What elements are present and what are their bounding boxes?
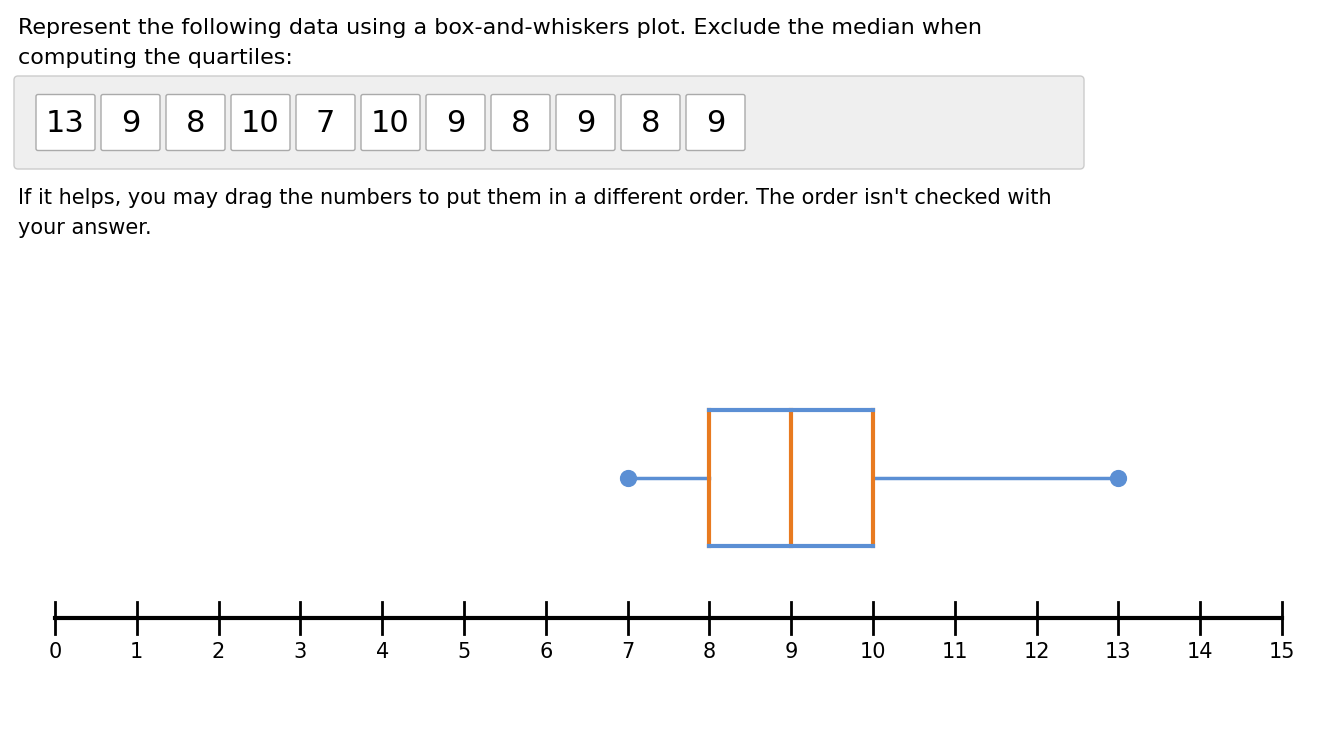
Text: 10: 10 [242, 109, 280, 138]
Text: 10: 10 [371, 109, 410, 138]
Text: 0: 0 [48, 642, 61, 662]
FancyBboxPatch shape [555, 94, 615, 150]
Point [1108, 472, 1129, 484]
Text: 1: 1 [131, 642, 143, 662]
Text: 13: 13 [47, 109, 85, 138]
FancyBboxPatch shape [13, 76, 1084, 169]
Text: computing the quartiles:: computing the quartiles: [17, 48, 292, 68]
Text: 3: 3 [294, 642, 307, 662]
FancyBboxPatch shape [621, 94, 680, 150]
Text: 8: 8 [702, 642, 716, 662]
Text: 9: 9 [785, 642, 798, 662]
FancyBboxPatch shape [166, 94, 226, 150]
Text: 9: 9 [446, 109, 465, 138]
Point [617, 472, 638, 484]
Text: 13: 13 [1105, 642, 1132, 662]
Text: 9: 9 [706, 109, 725, 138]
Text: 11: 11 [941, 642, 968, 662]
Text: 12: 12 [1024, 642, 1049, 662]
Text: 9: 9 [120, 109, 140, 138]
Text: 2: 2 [212, 642, 226, 662]
FancyBboxPatch shape [426, 94, 485, 150]
FancyBboxPatch shape [296, 94, 355, 150]
FancyBboxPatch shape [491, 94, 550, 150]
Text: 8: 8 [511, 109, 530, 138]
Text: 8: 8 [641, 109, 661, 138]
Text: 7: 7 [621, 642, 634, 662]
FancyBboxPatch shape [231, 94, 290, 150]
Text: 10: 10 [860, 642, 886, 662]
FancyBboxPatch shape [36, 94, 95, 150]
Text: your answer.: your answer. [17, 218, 152, 238]
Text: 5: 5 [458, 642, 471, 662]
Text: 7: 7 [316, 109, 335, 138]
Text: 8: 8 [186, 109, 206, 138]
Text: If it helps, you may drag the numbers to put them in a different order. The orde: If it helps, you may drag the numbers to… [17, 188, 1052, 208]
Text: Represent the following data using a box-and-whiskers plot. Exclude the median w: Represent the following data using a box… [17, 18, 983, 38]
FancyBboxPatch shape [101, 94, 160, 150]
Text: 15: 15 [1268, 642, 1295, 662]
Text: 9: 9 [575, 109, 595, 138]
Text: 14: 14 [1187, 642, 1214, 662]
FancyBboxPatch shape [360, 94, 421, 150]
FancyBboxPatch shape [686, 94, 745, 150]
Text: 6: 6 [539, 642, 553, 662]
Text: 4: 4 [375, 642, 388, 662]
